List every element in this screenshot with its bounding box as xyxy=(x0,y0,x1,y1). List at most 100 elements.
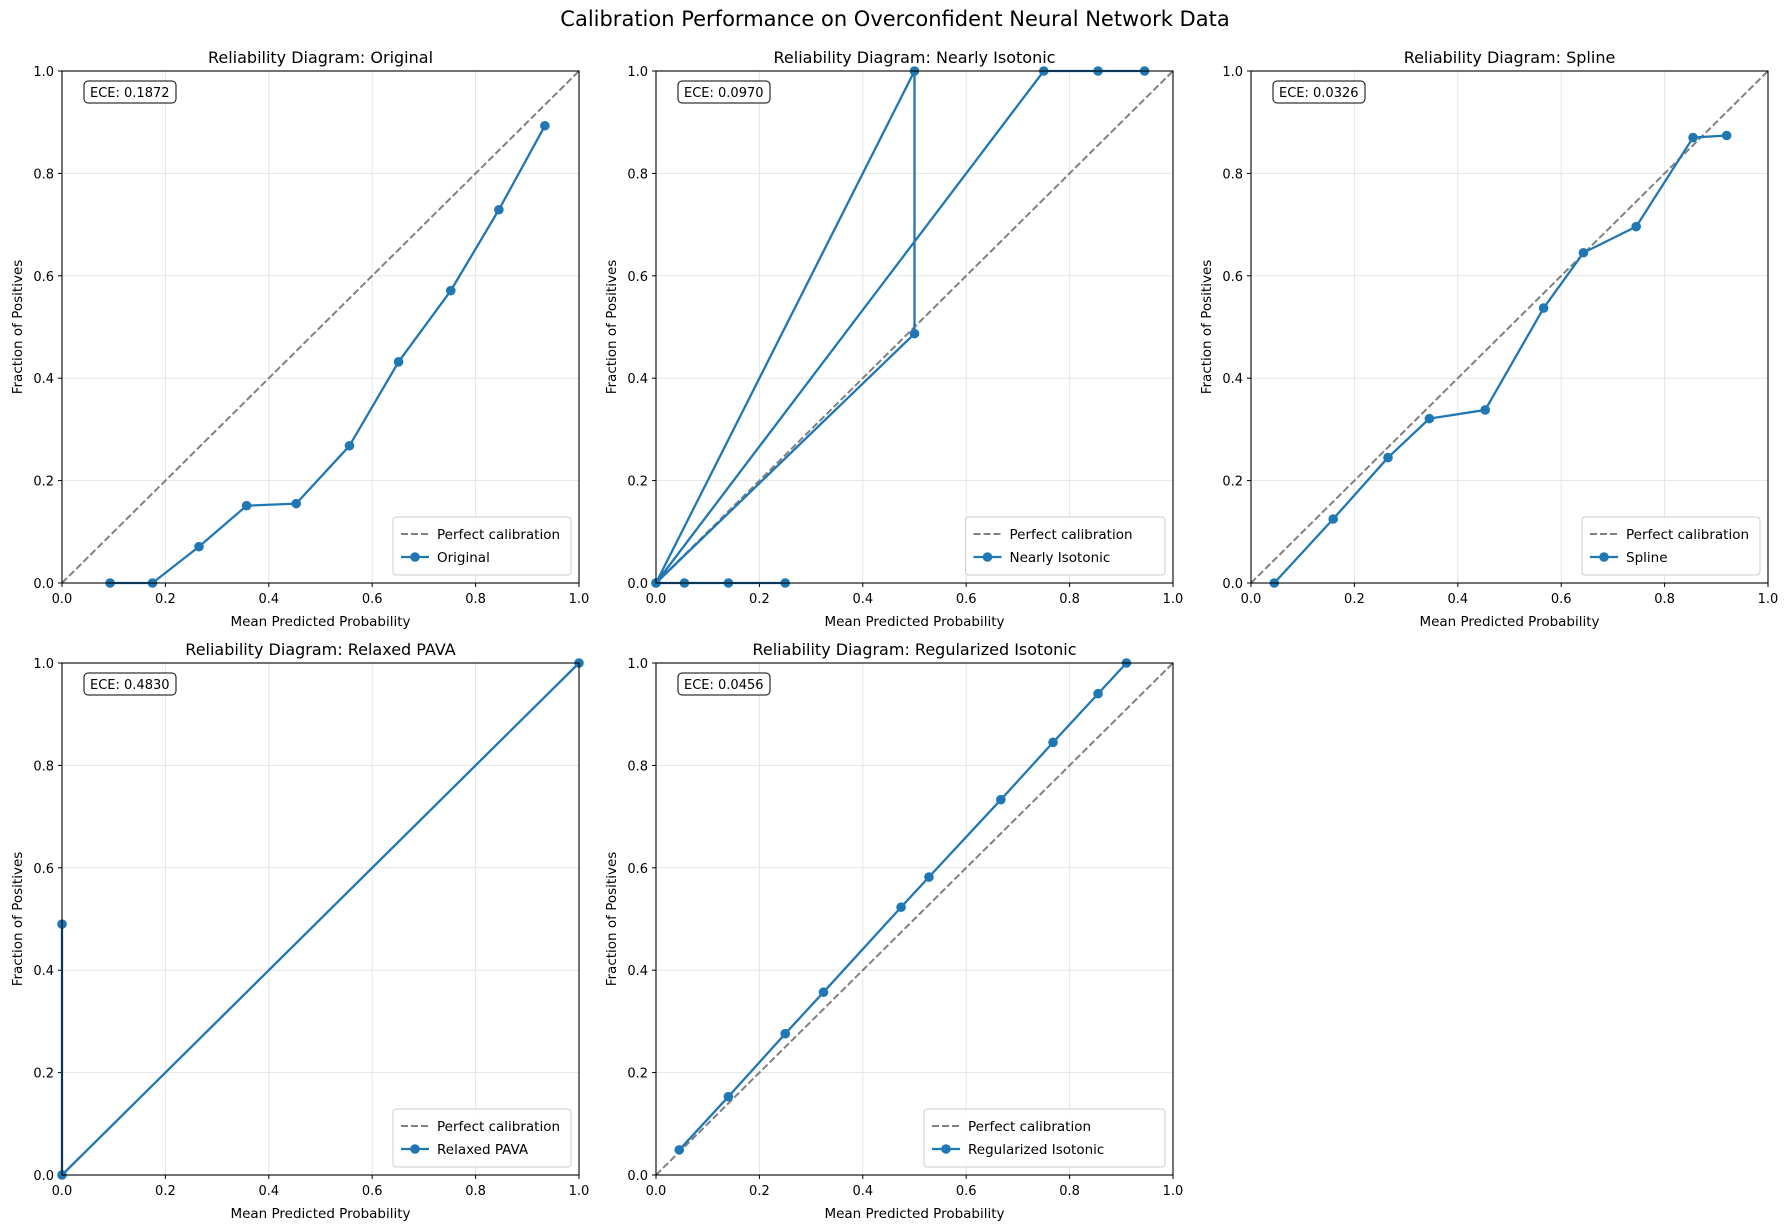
legend-label: Spline xyxy=(1626,550,1668,566)
x-tick-label: 0.2 xyxy=(749,592,770,607)
legend-label: Original xyxy=(437,550,490,566)
data-point xyxy=(924,872,934,882)
y-tick-label: 0.4 xyxy=(1222,372,1243,387)
data-point xyxy=(1538,303,1549,313)
subplot-4: 0.00.0 0.2 0.2 0.4 0.4 0.6 0.6 0.8 0.8 1.0 1.0 Reli… xyxy=(604,640,1183,1222)
data-point xyxy=(1093,688,1103,699)
legend: Perfect calibration Relaxed PAVA xyxy=(392,1108,572,1168)
y-tick-label: 1.0 xyxy=(627,65,648,80)
x-tick-label: 0.2 xyxy=(1344,592,1365,607)
x-tick-label: 0.6 xyxy=(956,1184,977,1199)
data-point xyxy=(194,541,204,552)
y-axis-label: Fraction of Positives xyxy=(1199,260,1215,395)
x-tick-label: 0.0 xyxy=(52,592,73,607)
subplot-1: 0.00.0 0.2 0.2 0.4 0.4 0.6 0.6 0.8 0.8 1.0 1.0 Reli… xyxy=(604,48,1183,630)
data-point xyxy=(1631,221,1641,232)
legend-marker xyxy=(410,552,420,562)
x-tick-label: 0.6 xyxy=(956,592,977,607)
series-line xyxy=(678,662,1128,1151)
ece-box xyxy=(1272,80,1366,104)
data-point xyxy=(1721,130,1732,141)
x-tick-label: 0.6 xyxy=(1551,592,1572,607)
legend-marker xyxy=(1599,552,1609,562)
legend-frame xyxy=(392,516,572,576)
data-point xyxy=(291,498,302,509)
x-axis-label: Mean Predicted Probability xyxy=(230,614,410,630)
y-tick-label: 0.4 xyxy=(627,372,648,387)
y-tick-label: 0.6 xyxy=(627,862,648,877)
y-tick-label: 0.8 xyxy=(33,167,54,182)
y-tick-label: 0.2 xyxy=(33,475,54,490)
data-point xyxy=(1424,413,1435,424)
y-tick-label: 0.0 xyxy=(1222,577,1243,592)
data-point xyxy=(445,285,456,296)
x-axis-label: Mean Predicted Probability xyxy=(230,1206,410,1222)
ece-annotation: ECE: 0.0456 xyxy=(684,678,764,693)
x-tick-label: 0.2 xyxy=(155,1184,176,1199)
data-point xyxy=(494,204,504,215)
x-tick-label: 0.4 xyxy=(258,1184,279,1199)
y-tick-label: 1.0 xyxy=(1222,65,1243,80)
series-line xyxy=(1273,134,1727,584)
legend-frame xyxy=(965,516,1166,576)
legend-label: Regularized Isotonic xyxy=(968,1142,1104,1158)
legend-frame xyxy=(392,1108,572,1168)
data-point xyxy=(723,1091,734,1102)
legend: Perfect calibration Nearly Isotonic xyxy=(965,516,1166,576)
y-tick-label: 0.0 xyxy=(33,577,54,592)
x-tick-label: 0.8 xyxy=(465,592,486,607)
y-tick-label: 0.2 xyxy=(1222,475,1243,490)
subplot-title: Reliability Diagram: Spline xyxy=(1404,48,1616,67)
x-tick-label: 0.8 xyxy=(1654,592,1675,607)
axes-frame xyxy=(655,70,1174,584)
y-tick-label: 0.4 xyxy=(33,372,54,387)
y-tick-label: 0.4 xyxy=(627,964,648,979)
legend-label: Perfect calibration xyxy=(968,1119,1091,1135)
x-tick-label: 0.0 xyxy=(52,1184,73,1199)
plot-area xyxy=(655,658,1174,1176)
ece-box xyxy=(83,80,177,104)
ece-annotation: ECE: 0.0326 xyxy=(1279,86,1359,101)
data-point xyxy=(909,328,920,339)
data-point xyxy=(674,1145,685,1155)
y-tick-label: 0.0 xyxy=(627,577,648,592)
data-point xyxy=(1688,132,1698,143)
data-point xyxy=(1578,247,1589,258)
ece-annotation: ECE: 0.4830 xyxy=(90,678,170,693)
y-tick-label: 1.0 xyxy=(33,657,54,672)
x-tick-label: 0.6 xyxy=(362,1184,383,1199)
subplot-title: Reliability Diagram: Relaxed PAVA xyxy=(185,640,455,659)
axes-frame xyxy=(1250,70,1769,584)
x-tick-label: 0.0 xyxy=(1241,592,1262,607)
y-axis-label: Fraction of Positives xyxy=(10,260,26,395)
data-point xyxy=(393,357,404,367)
data-point xyxy=(1480,405,1491,415)
ece-box xyxy=(677,80,771,104)
subplot-0: 0.00.0 0.2 0.2 0.4 0.4 0.6 0.6 0.8 0.8 1.0 1.0 Reli… xyxy=(10,48,589,630)
axes-frame xyxy=(655,662,1174,1176)
x-tick-label: 0.2 xyxy=(155,592,176,607)
legend-label: Perfect calibration xyxy=(437,1119,560,1135)
legend-marker xyxy=(410,1144,420,1154)
subplot-title: Reliability Diagram: Nearly Isotonic xyxy=(774,48,1056,67)
x-tick-label: 0.4 xyxy=(852,1184,873,1199)
plot-area xyxy=(61,70,580,588)
data-point xyxy=(1383,452,1393,463)
x-tick-label: 0.4 xyxy=(258,592,279,607)
data-point xyxy=(344,440,355,451)
x-tick-label: 1.0 xyxy=(1758,592,1779,607)
y-tick-label: 0.6 xyxy=(627,270,648,285)
data-point xyxy=(896,902,906,913)
subplot-title: Reliability Diagram: Regularized Isotoni… xyxy=(752,640,1076,659)
y-tick-label: 0.8 xyxy=(627,759,648,774)
y-tick-label: 0.4 xyxy=(33,964,54,979)
legend: Perfect calibration Regularized Isotonic xyxy=(923,1108,1166,1168)
legend-marker xyxy=(982,552,993,562)
axes-frame xyxy=(61,70,580,584)
y-tick-label: 0.6 xyxy=(33,862,54,877)
y-tick-label: 0.0 xyxy=(627,1169,648,1184)
ece-box xyxy=(677,672,771,696)
plot-area xyxy=(1250,70,1769,588)
perfect-calibration-line xyxy=(61,70,580,584)
